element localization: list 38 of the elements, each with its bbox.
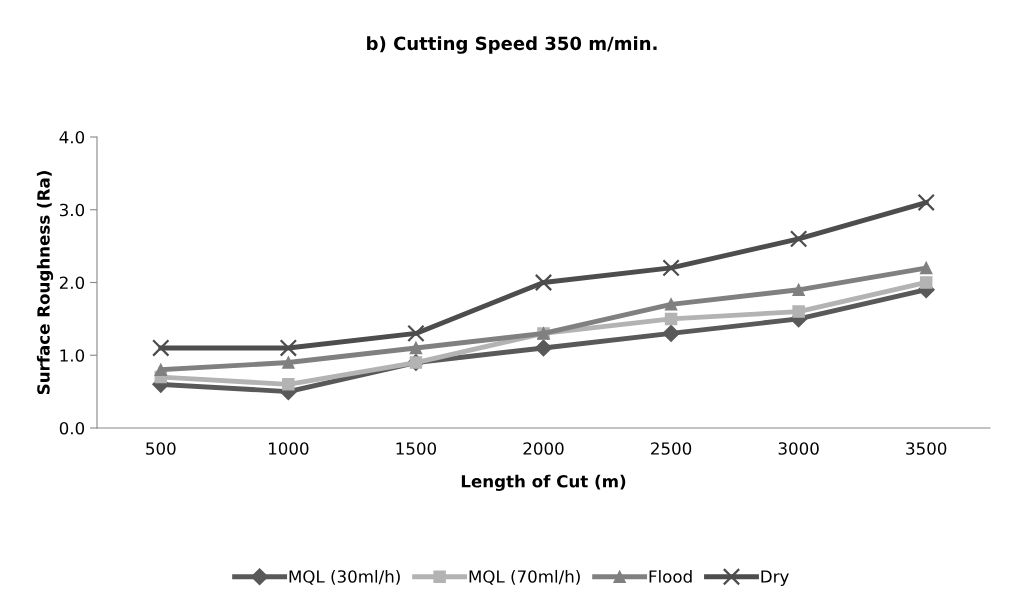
- point: [152, 339, 170, 357]
- point: [279, 339, 298, 357]
- x-tick-label: 3500: [906, 442, 947, 455]
- chart-title: b) Cutting Speed 350 m/min.: [367, 36, 657, 54]
- x-tick-label: 1500: [396, 442, 437, 455]
- point: [282, 356, 295, 369]
- point: [917, 193, 935, 212]
- point: [407, 324, 425, 343]
- point: [282, 378, 295, 391]
- point: [919, 276, 933, 289]
- x-tick-label: 2500: [651, 442, 692, 455]
- legend-label: MQL (70ml/h): [469, 569, 580, 585]
- x-tick-label: 500: [146, 442, 176, 455]
- point: [789, 230, 808, 248]
- point: [534, 339, 553, 357]
- point: [409, 341, 423, 355]
- legend-label: Dry: [761, 570, 789, 587]
- y-tick-label: 2.0: [59, 276, 85, 290]
- x-tick-label: 3000: [778, 442, 819, 455]
- y-tick-label: 1.0: [60, 349, 85, 362]
- legend-label: Flood: [649, 569, 692, 583]
- y-tick-label: 4.0: [59, 130, 85, 144]
- point: [662, 259, 680, 277]
- x-tick-label: 1000: [268, 442, 309, 455]
- point: [534, 273, 553, 292]
- point: [664, 298, 678, 311]
- point: [792, 283, 805, 297]
- x-tick-label: 2000: [523, 442, 564, 455]
- point: [662, 324, 680, 342]
- x-axis-title: Length of Cut (m): [461, 474, 626, 491]
- point: [919, 261, 933, 275]
- point: [664, 312, 678, 326]
- point: [792, 305, 805, 318]
- legend-label: MQL (30ml/h): [289, 569, 400, 585]
- point: [154, 363, 168, 377]
- y-tick-label: 0.0: [59, 421, 85, 435]
- y-axis-title: Surface Roughness (Ra): [36, 171, 54, 395]
- y-tick-label: 3.0: [59, 203, 85, 217]
